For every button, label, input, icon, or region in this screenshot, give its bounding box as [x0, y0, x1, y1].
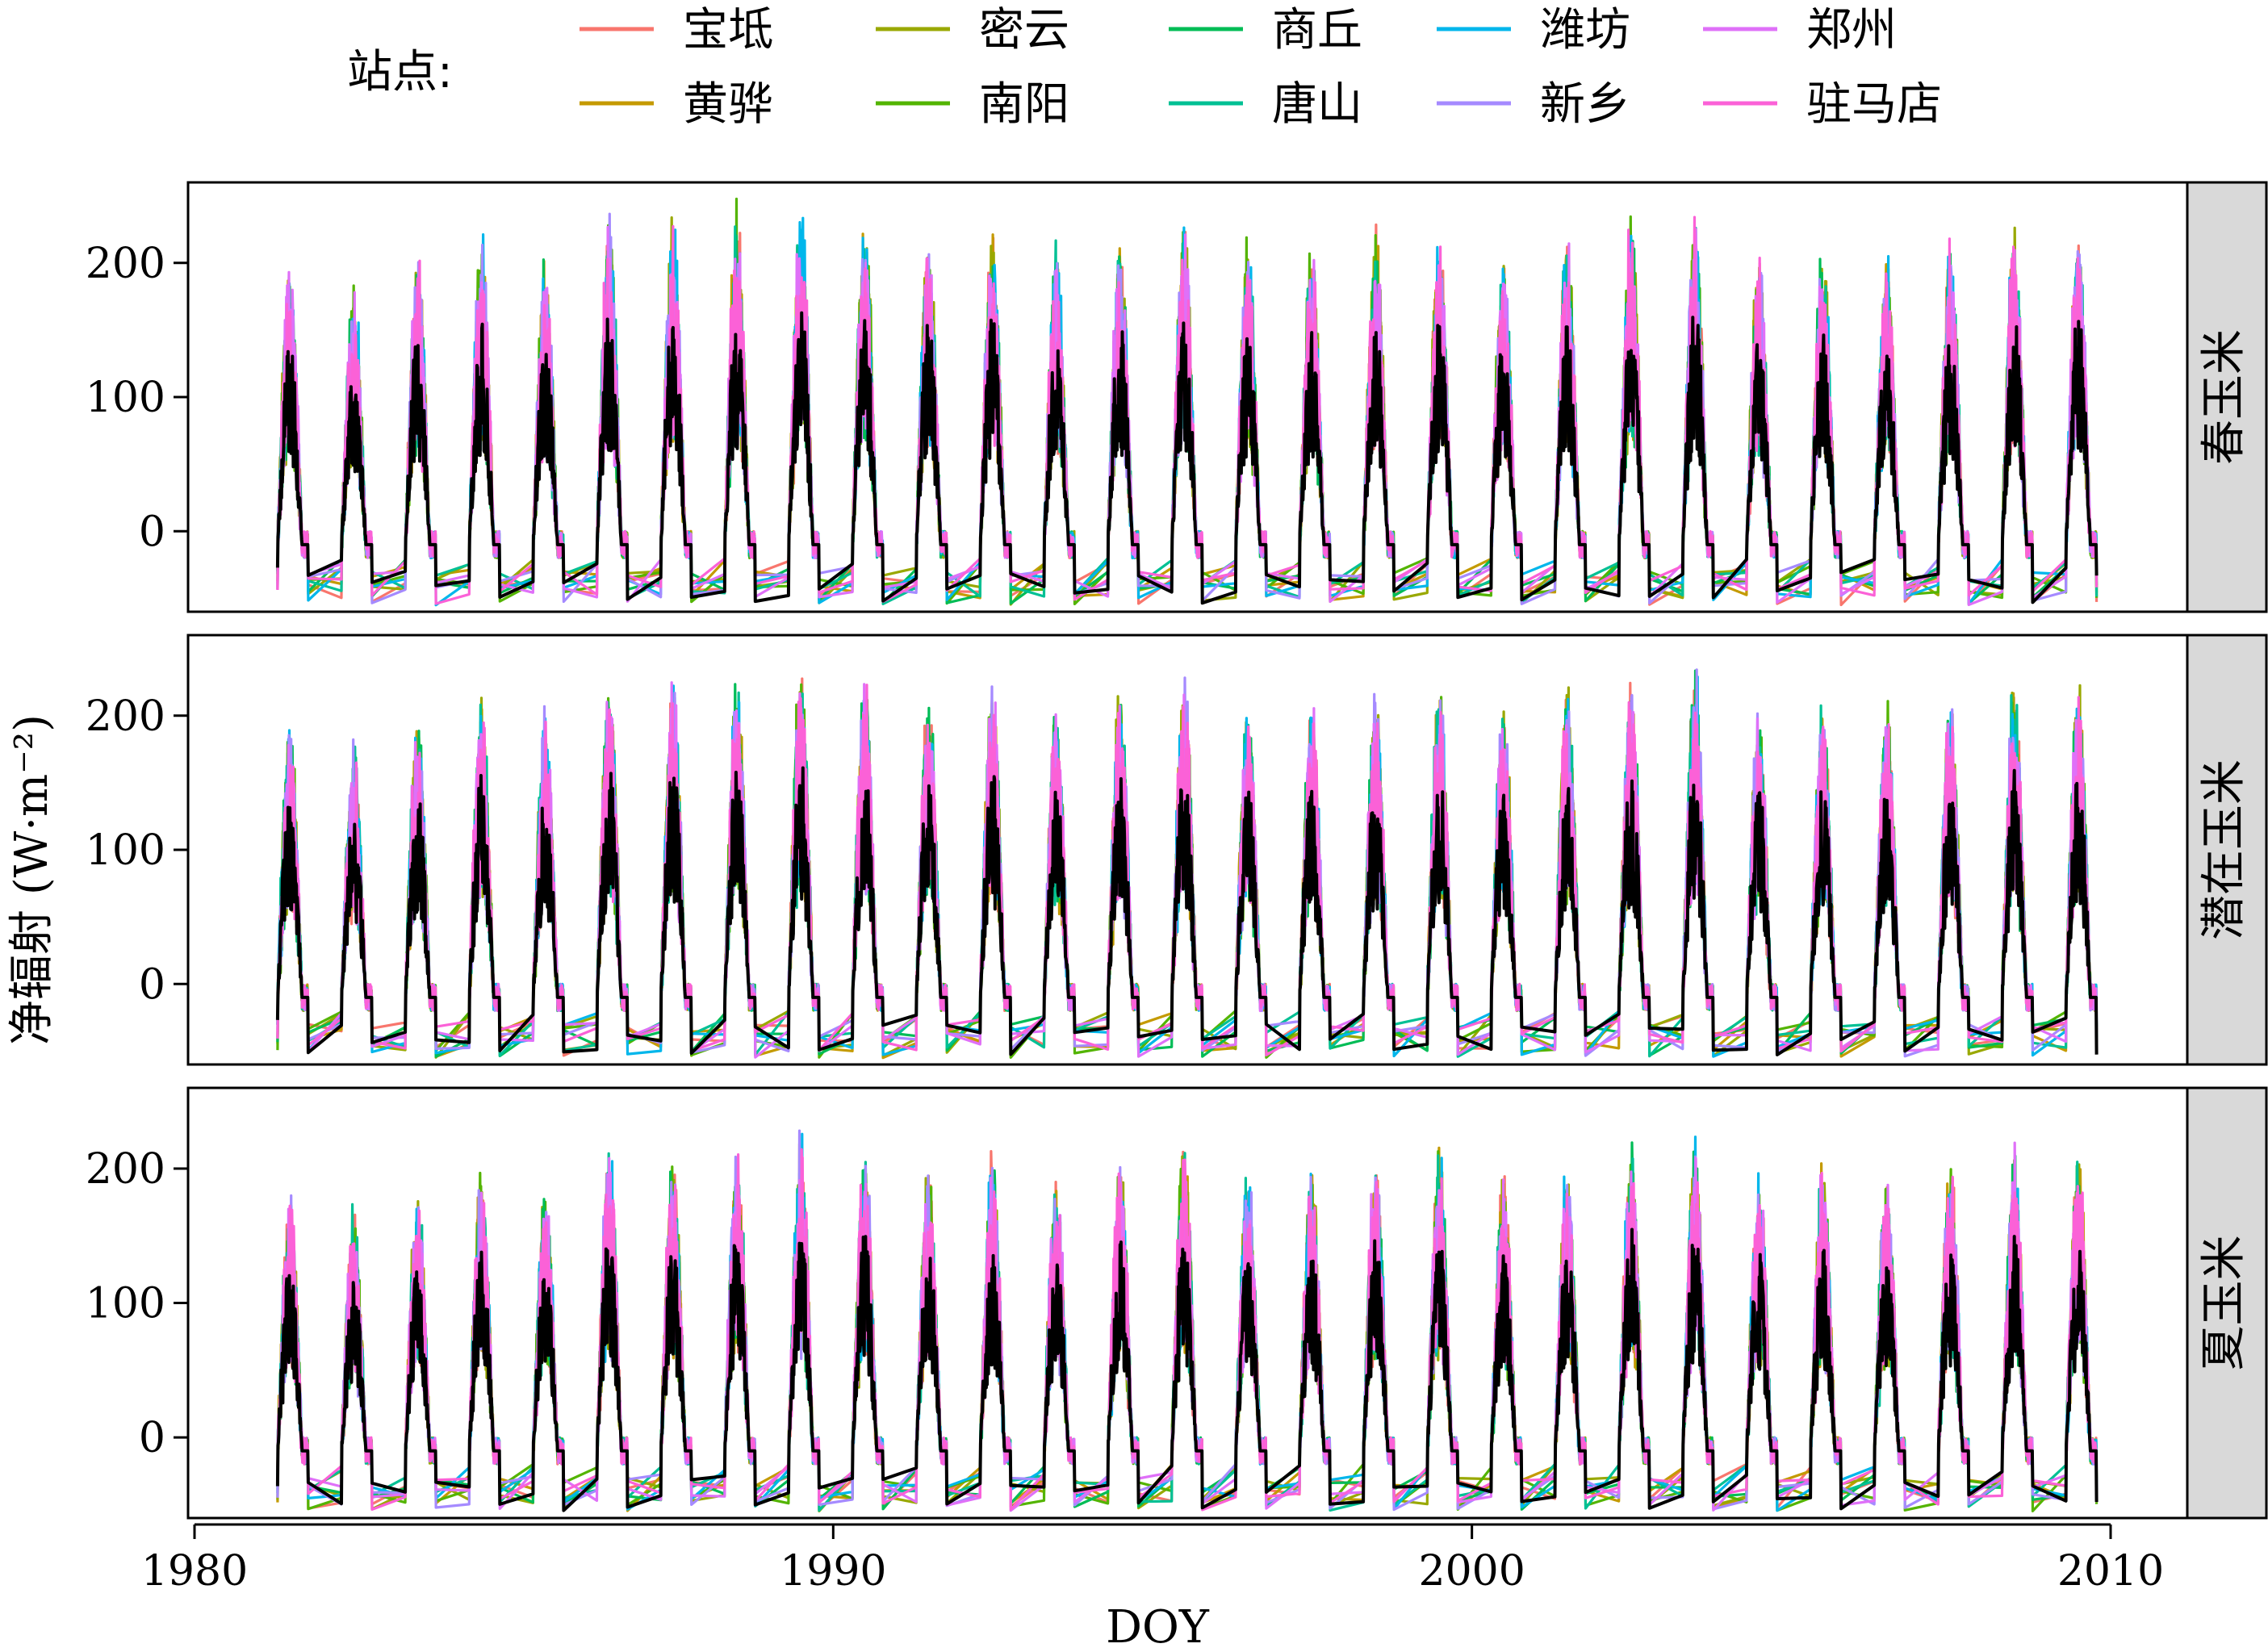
y-tick-label: 100 — [86, 826, 165, 875]
series-line-mean — [275, 311, 2099, 605]
series-lines — [275, 668, 2099, 1060]
legend-label: 宝坻 — [683, 4, 773, 56]
legend-label: 南阳 — [979, 78, 1069, 131]
legend-label: 黄骅 — [683, 78, 773, 131]
x-tick-label: 1990 — [780, 1547, 886, 1596]
facet-strip — [2186, 1086, 2268, 1520]
facet-panel: 潜在玉米 0 100 200 — [86, 634, 2268, 1066]
legend-label: 新乡 — [1540, 78, 1630, 131]
facet-strip-label: 春玉米 — [2198, 329, 2250, 465]
series-line-mean — [275, 1227, 2099, 1512]
y-tick-label: 100 — [86, 374, 165, 422]
x-tick-label: 2010 — [2057, 1547, 2164, 1596]
series-lines — [275, 197, 2099, 607]
legend-label: 驻马店 — [1806, 78, 1942, 131]
x-axis: 1980 1990 2000 2010 — [141, 1523, 2164, 1596]
facet-strip — [2186, 634, 2268, 1066]
y-tick-label: 100 — [86, 1280, 165, 1328]
x-tick-label: 2000 — [1418, 1547, 1525, 1596]
x-tick-label: 1980 — [141, 1547, 248, 1596]
y-tick-label: 200 — [86, 692, 165, 741]
y-tick-label: 200 — [86, 1145, 165, 1194]
y-tick-label: 0 — [139, 508, 165, 556]
legend-title: 站点: — [347, 46, 453, 98]
y-tick-label: 200 — [86, 240, 165, 288]
facet-panel: 夏玉米 0 100 200 — [86, 1086, 2268, 1520]
facet-panel: 春玉米 0 100 200 — [86, 181, 2268, 613]
y-tick-label: 0 — [139, 960, 165, 1009]
y-tick-label: 0 — [139, 1414, 165, 1462]
x-axis-title: DOY — [1106, 1601, 1210, 1649]
facet-strip — [2186, 181, 2268, 613]
facet-strip-label: 夏玉米 — [2198, 1236, 2250, 1371]
legend-label: 唐山 — [1272, 78, 1362, 131]
y-axis-title: 净辐射 (W·m⁻²) — [6, 714, 58, 1045]
legend-label: 密云 — [979, 4, 1069, 56]
facet-strip-label: 潜在玉米 — [2198, 759, 2250, 940]
legend-label: 潍坊 — [1540, 4, 1630, 56]
legend-label: 商丘 — [1272, 4, 1362, 56]
series-line-mean — [275, 766, 2099, 1056]
series-lines — [275, 1129, 2099, 1512]
panels: 春玉米 0 100 200 潜在玉米 0 100 200 夏玉米 0 100 200 — [86, 181, 2268, 1520]
legend-label: 郑州 — [1806, 4, 1897, 56]
